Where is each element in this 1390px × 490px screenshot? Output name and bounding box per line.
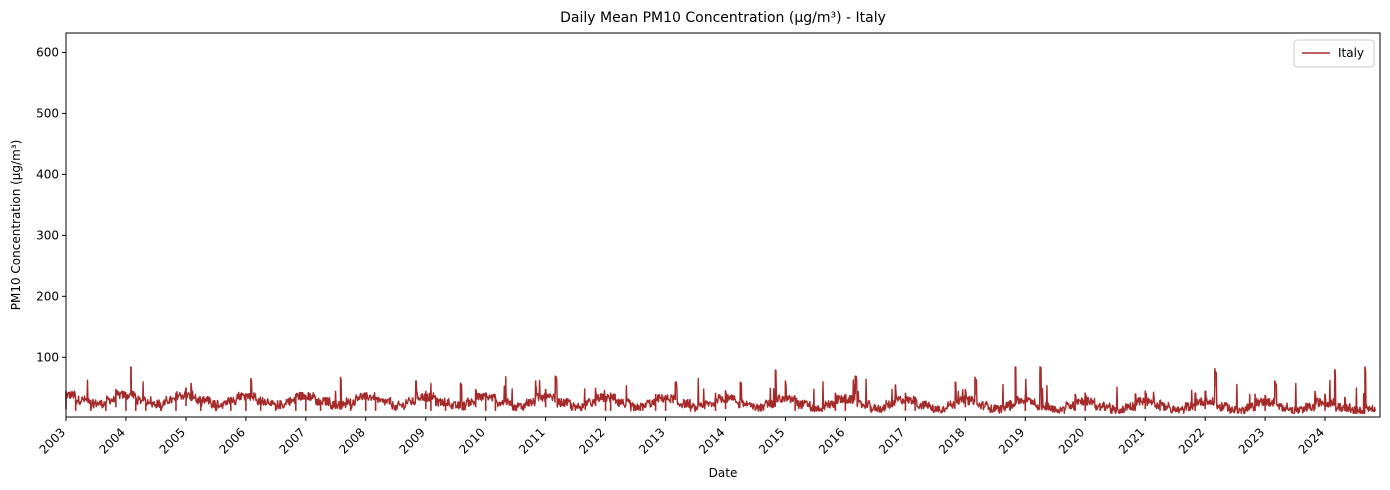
x-tick-label: 2006 — [217, 425, 248, 456]
x-tick-label: 2010 — [456, 425, 487, 456]
y-axis: 100 200 300 400 500 600 — [36, 46, 66, 364]
x-tick-label: 2024 — [1296, 425, 1327, 456]
legend-box — [1293, 39, 1375, 68]
x-tick-label: 2019 — [996, 425, 1027, 456]
legend-label-italy: Italy — [1338, 46, 1364, 60]
y-tick-label: 200 — [36, 289, 59, 303]
x-tick-label: 2017 — [876, 425, 907, 456]
x-tick-label: 2014 — [696, 425, 727, 456]
series-layer — [65, 366, 1376, 414]
y-tick-label: 400 — [36, 167, 59, 181]
series-line-italy — [65, 366, 1376, 414]
y-axis-label: PM10 Concentration (µg/m³) — [9, 140, 23, 311]
x-tick-label: 2015 — [756, 425, 787, 456]
y-tick-label: 100 — [36, 350, 59, 364]
y-tick-label: 300 — [36, 228, 59, 242]
x-tick-label: 2011 — [516, 425, 547, 456]
x-tick-label: 2008 — [336, 425, 367, 456]
x-tick-label: 2007 — [276, 425, 307, 456]
x-tick-label: 2009 — [396, 425, 427, 456]
x-tick-label: 2013 — [636, 425, 667, 456]
chart-title: Daily Mean PM10 Concentration (µg/m³) - … — [560, 10, 886, 26]
x-axis-label: Date — [709, 466, 738, 480]
x-tick-label: 2004 — [97, 425, 128, 456]
x-tick-label: 2020 — [1056, 425, 1087, 456]
legend: Italy — [1293, 39, 1375, 68]
plot-frame — [65, 32, 1381, 418]
x-tick-label: 2003 — [37, 425, 68, 456]
x-tick-label: 2021 — [1116, 425, 1147, 456]
x-tick-label: 2023 — [1236, 425, 1267, 456]
x-axis: 2003 2004 2005 2006 2007 2008 2009 2010 2011 2012… — [37, 417, 1327, 457]
x-tick-label: 2018 — [936, 425, 967, 456]
y-tick-label: 600 — [36, 46, 59, 60]
y-tick-label: 500 — [36, 106, 59, 120]
x-tick-label: 2016 — [816, 425, 847, 456]
x-tick-label: 2012 — [576, 425, 607, 456]
x-tick-label: 2005 — [157, 425, 188, 456]
x-tick-label: 2022 — [1176, 425, 1207, 456]
